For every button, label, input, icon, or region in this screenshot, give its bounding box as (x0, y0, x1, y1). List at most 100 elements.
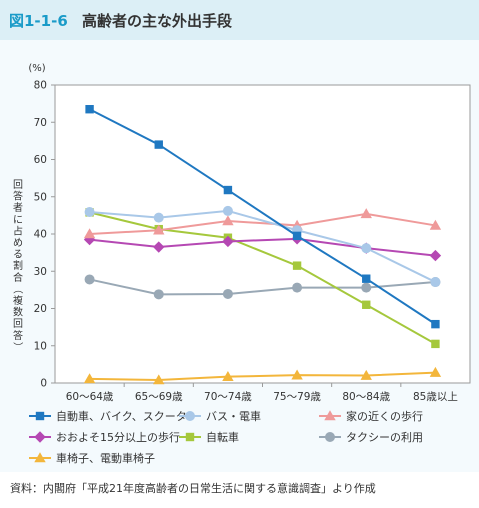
data-point (292, 231, 302, 241)
y-tick-label: 80 (34, 80, 47, 92)
data-point (222, 288, 233, 299)
y-axis-title-char: に (13, 214, 23, 226)
y-axis-ticks: 0 10 20 30 40 50 60 70 80 (34, 80, 55, 390)
x-tick-label: 60～64歳 (66, 391, 114, 403)
data-point (291, 369, 303, 380)
data-point (222, 235, 234, 248)
data-point (431, 319, 440, 329)
legend-marker (324, 410, 336, 421)
y-tick-label: 10 (34, 340, 47, 352)
y-axis-title-char: 割 (13, 259, 23, 272)
data-point (85, 105, 94, 114)
legend-item: 家の近くの歩行 (319, 409, 423, 423)
legend-item: 自転車 (179, 430, 239, 444)
x-axis-ticks: 60～64歳 65～69歳 70～74歳 75～79歳 80～84歳 85歳以上 (66, 383, 458, 403)
y-axis-title-char: 合 (13, 271, 23, 284)
series-line (89, 212, 436, 235)
legend-marker (34, 452, 46, 463)
data-point (429, 249, 442, 262)
data-point (431, 339, 440, 349)
data-point (153, 241, 165, 253)
series-4 (83, 233, 442, 262)
legend-marker (185, 432, 195, 442)
y-tick-label: 30 (34, 266, 47, 278)
legend-marker (185, 411, 195, 421)
y-axis-title-char: 答 (13, 190, 23, 203)
data-point (222, 370, 234, 381)
data-point (429, 366, 442, 377)
data-point (361, 282, 372, 293)
source-note: 資料：内閣府「平成21年度高齢者の日常生活に関する意識調査」より作成 (10, 482, 376, 495)
data-point (360, 208, 372, 219)
y-axis-title-char: る (13, 249, 23, 261)
series-line (89, 211, 436, 345)
y-axis-title-char: （ (12, 284, 24, 294)
data-point (154, 140, 163, 149)
y-axis-title-char: ） (12, 342, 24, 352)
data-point (153, 224, 165, 235)
data-point (360, 369, 372, 380)
x-tick-label: 85歳以上 (413, 391, 458, 403)
data-point (83, 228, 96, 239)
data-point (222, 215, 234, 226)
x-tick-label: 65～69歳 (135, 391, 183, 403)
data-point (153, 289, 164, 300)
y-tick-label: 0 (40, 378, 47, 390)
data-point (362, 274, 371, 283)
series-layer (83, 105, 442, 385)
y-tick-label: 40 (34, 229, 47, 241)
x-tick-label: 80～84歳 (342, 391, 390, 403)
y-tick-label: 50 (34, 191, 47, 203)
data-point (430, 277, 441, 288)
legend-item: 車椅子、電動車椅子 (29, 451, 155, 465)
legend-label: 自動車、バイク、スクーター (56, 409, 198, 423)
legend-item: 自動車、バイク、スクーター (29, 409, 198, 423)
legend-label: タクシーの利用 (346, 431, 423, 444)
figure-title: 高齢者の主な外出手段 (82, 12, 233, 30)
y-tick-label: 60 (34, 154, 47, 166)
series-7 (83, 366, 442, 385)
y-axis-title-char: 回 (13, 318, 23, 330)
legend-marker (35, 411, 45, 421)
legend-label: 家の近くの歩行 (346, 409, 423, 423)
series-line (89, 209, 436, 283)
y-axis-title-char: 回 (13, 179, 23, 191)
legend-label: おおよそ15分以上の歩行 (56, 430, 180, 444)
data-point (362, 300, 371, 309)
y-tick-label: 20 (34, 303, 47, 315)
data-point (361, 243, 372, 254)
y-axis-title-char: 者 (13, 202, 23, 214)
plot-area (54, 84, 471, 384)
legend-label: 車椅子、電動車椅子 (56, 451, 155, 465)
series-line (89, 371, 436, 382)
figure-header (0, 0, 479, 40)
data-point (222, 205, 233, 216)
data-point (153, 374, 165, 385)
y-axis-title-char: め (13, 237, 23, 249)
data-point (84, 274, 95, 285)
data-point (292, 261, 302, 270)
y-axis-title-char: 数 (13, 306, 23, 319)
legend-item: バス・電車 (179, 409, 261, 423)
y-axis-title-char: 複 (13, 294, 23, 307)
data-point (153, 212, 164, 223)
legend-item: タクシーの利用 (319, 431, 423, 444)
data-point (429, 219, 442, 230)
legend-marker (325, 432, 335, 442)
series-line (89, 237, 436, 257)
y-axis-title-char: 占 (13, 224, 23, 237)
y-axis-title-char: 答 (13, 329, 23, 342)
series-1 (85, 105, 440, 329)
data-point (223, 185, 233, 195)
data-point (292, 282, 303, 293)
y-axis-unit-label: (%) (28, 63, 45, 74)
legend-label: 自転車 (206, 430, 239, 444)
legend-label: バス・電車 (206, 409, 261, 423)
x-tick-label: 70～74歳 (204, 391, 252, 403)
x-tick-label: 75～79歳 (273, 391, 321, 403)
data-point (84, 207, 95, 218)
legend-item: おおよそ15分以上の歩行 (29, 430, 180, 444)
